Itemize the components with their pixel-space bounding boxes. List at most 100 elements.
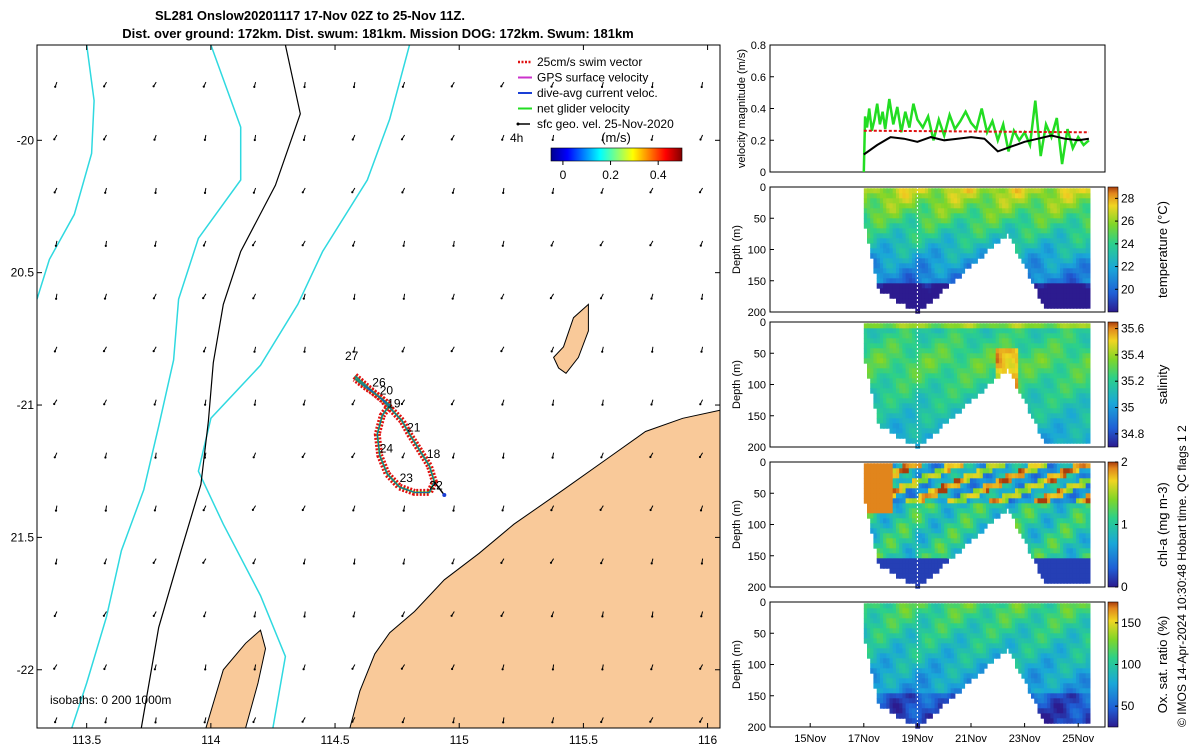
heatmap-cell	[960, 538, 966, 544]
heatmap-cell	[973, 233, 978, 239]
heatmap-cell	[1021, 203, 1027, 209]
heatmap-cell	[963, 243, 969, 249]
heatmap-cell	[912, 528, 917, 534]
heatmap-cell	[1043, 528, 1049, 534]
heatmap-cell	[876, 208, 882, 214]
heatmap-cell	[921, 523, 927, 529]
heatmap-cell	[976, 358, 982, 364]
heatmap-cell	[902, 198, 908, 204]
heatmap-cell	[969, 368, 975, 374]
heatmap-cell	[1053, 238, 1059, 244]
heatmap-cell	[1031, 403, 1036, 409]
heatmap-cell	[1024, 523, 1030, 529]
heatmap-cell	[1082, 503, 1088, 509]
heatmap-cell	[873, 528, 879, 534]
heatmap-cell	[924, 543, 930, 549]
heatmap-cell	[976, 378, 982, 384]
heatmap-cell	[883, 403, 888, 409]
heatmap-cell	[928, 203, 933, 209]
heatmap-cell	[924, 653, 930, 659]
heatmap-cell	[966, 248, 972, 254]
heatmap-cell	[1082, 278, 1088, 284]
heatmap-cell	[899, 228, 904, 234]
heatmap-cell	[960, 493, 966, 499]
heatmap-cell	[896, 223, 901, 229]
heatmap-cell	[1047, 523, 1052, 529]
heatmap-cell	[867, 648, 872, 654]
vector-head	[352, 509, 355, 512]
heatmap-cell	[953, 203, 959, 209]
heatmap-cell	[1040, 268, 1046, 274]
heatmap-cell	[905, 478, 911, 484]
heatmap-cell	[1021, 368, 1027, 374]
heatmap-cell	[883, 273, 888, 279]
heatmap-cell	[960, 228, 966, 234]
heatmap-cell	[976, 198, 982, 204]
heatmap-cell	[931, 218, 937, 224]
heatmap-cell	[986, 498, 991, 504]
heatmap-cell	[921, 513, 927, 519]
heatmap-cell	[928, 573, 933, 579]
heatmap-cell	[1034, 253, 1039, 259]
heatmap-cell	[1018, 188, 1023, 194]
heatmap-cell	[1072, 438, 1078, 444]
heatmap-cell	[982, 198, 988, 204]
heatmap-cell	[1011, 353, 1017, 359]
heatmap-cell	[1082, 383, 1088, 389]
heatmap-cell	[883, 643, 888, 649]
vector-head	[601, 403, 604, 406]
heatmap-cell	[944, 508, 949, 514]
heatmap-cell	[912, 373, 917, 379]
heatmap-cell	[953, 353, 959, 359]
heatmap-cell	[941, 378, 946, 384]
heatmap-cell	[1034, 403, 1039, 409]
heatmap-cell	[870, 238, 875, 244]
heatmap-cell	[944, 353, 949, 359]
heatmap-cell	[896, 708, 901, 714]
heatmap-cell	[1047, 253, 1052, 259]
heatmap-cell	[941, 368, 946, 374]
heatmap-cell	[899, 548, 904, 554]
vector-head	[53, 402, 56, 406]
heatmap-cell	[947, 243, 953, 249]
heatmap-cell	[973, 238, 978, 244]
heatmap-cell	[1037, 408, 1043, 414]
heatmap-cell	[905, 298, 911, 304]
heatmap-cell	[1063, 353, 1068, 359]
heatmap-cell	[1076, 548, 1081, 554]
heatmap-cell	[876, 643, 882, 649]
heatmap-cell	[883, 503, 888, 509]
heatmap-cell	[1076, 268, 1081, 274]
vector-head	[452, 721, 455, 724]
heatmap-cell	[902, 563, 908, 569]
heatmap-cell	[1063, 248, 1068, 254]
coastline-cyan	[37, 45, 95, 300]
heatmap-cell	[1085, 253, 1091, 259]
heatmap-cell	[1069, 423, 1075, 429]
heatmap-cell	[1050, 418, 1056, 424]
heatmap-cell	[1069, 478, 1075, 484]
heatmap-cell	[1050, 508, 1056, 514]
heatmap-cell	[883, 358, 888, 364]
heatmap-cell	[1079, 503, 1085, 509]
heatmap-cell	[873, 238, 879, 244]
heatmap-cell	[1072, 508, 1078, 514]
heatmap-cell	[1076, 483, 1081, 489]
heatmap-cell	[1024, 378, 1030, 384]
heatmap-cell	[966, 193, 972, 199]
heatmap-cell	[1060, 278, 1065, 284]
heatmap-cell	[944, 543, 949, 549]
heatmap-cell	[986, 368, 991, 374]
heatmap-cell	[1053, 578, 1059, 584]
heatmap-cell	[902, 428, 908, 434]
vector-head	[401, 721, 404, 724]
heatmap-cell	[899, 298, 904, 304]
heatmap-cell	[1047, 378, 1052, 384]
heatmap-cell	[896, 488, 901, 494]
heatmap-cell	[879, 663, 885, 669]
heatmap-cell	[928, 268, 933, 274]
heatmap-cell	[947, 533, 953, 539]
heatmap-cell	[1085, 503, 1091, 509]
heatmap-cell	[941, 498, 946, 504]
heatmap-cell	[908, 328, 914, 334]
